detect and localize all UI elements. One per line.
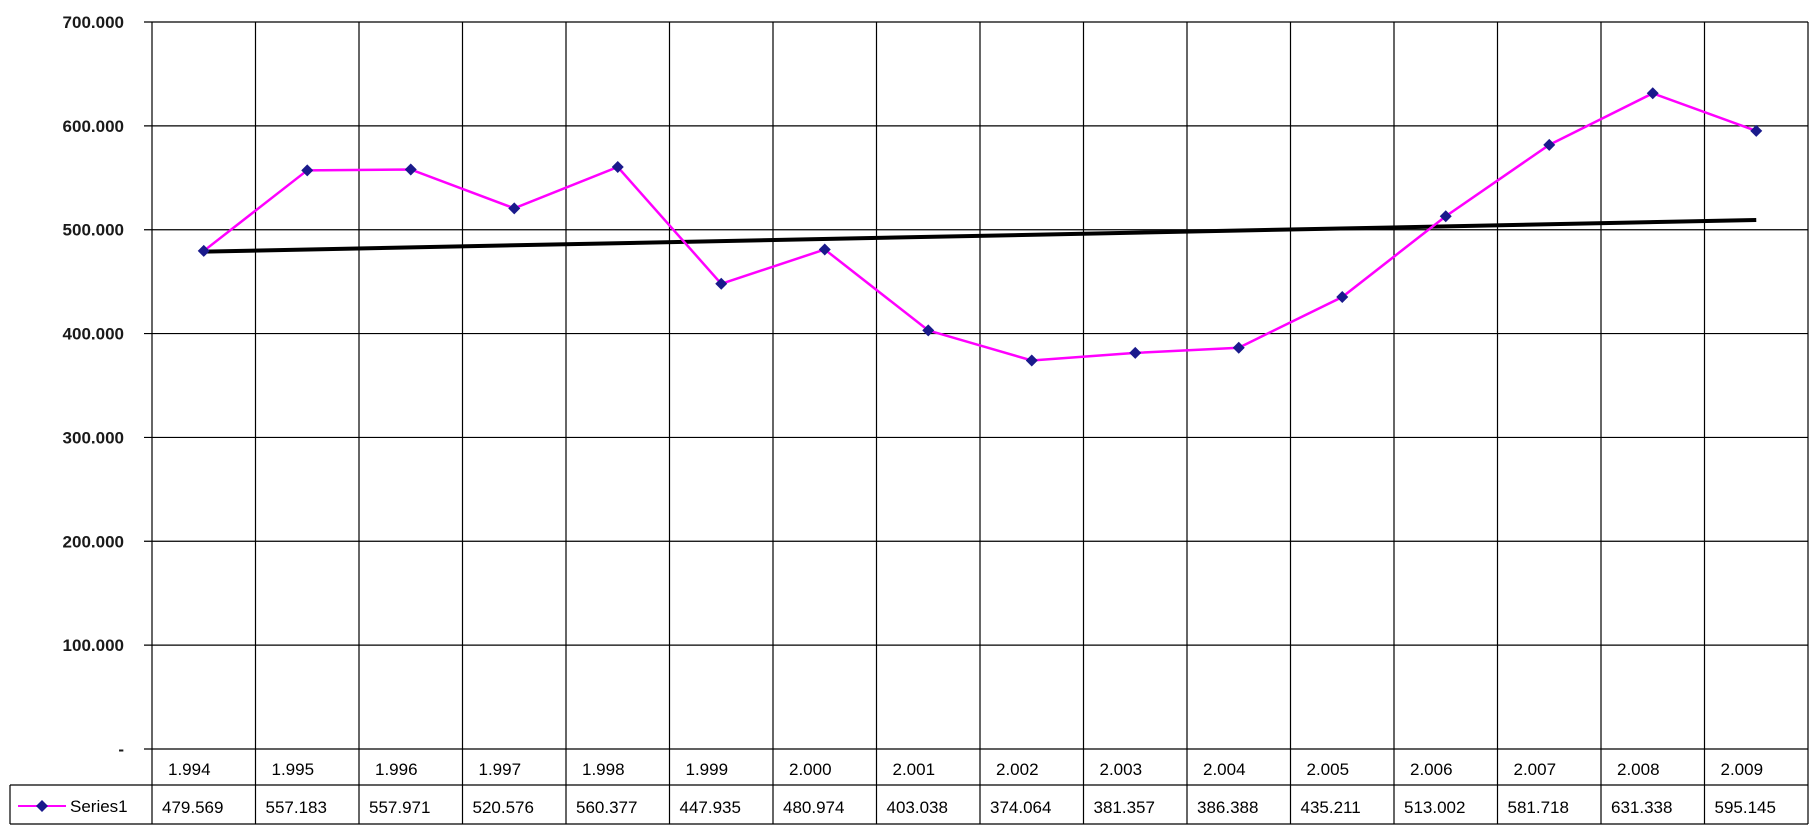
x-tick-label: 2.001 xyxy=(893,760,936,779)
table-value-cell: 479.569 xyxy=(162,798,223,817)
table-value-cell: 374.064 xyxy=(990,798,1051,817)
table-value-cell: 557.183 xyxy=(266,798,327,817)
series-line xyxy=(202,91,1757,362)
data-point xyxy=(922,324,935,337)
series-1 xyxy=(197,87,1763,367)
legend-diamond-marker xyxy=(36,800,48,812)
data-point xyxy=(197,244,210,257)
data-point xyxy=(1646,87,1659,100)
data-point xyxy=(508,202,521,215)
y-tick-label: 200.000 xyxy=(63,532,124,551)
data-point xyxy=(301,164,314,177)
y-tick-label: 400.000 xyxy=(63,325,124,344)
x-axis-tick-labels: 1.994 1.995 1.996 1.997 1.998 1.999 2.000 2.001… xyxy=(168,760,1763,779)
x-tick-label: 2.004 xyxy=(1203,760,1246,779)
x-tick-label: 1.997 xyxy=(479,760,522,779)
x-tick-label: 2.002 xyxy=(996,760,1039,779)
x-tick-label: 2.008 xyxy=(1617,760,1660,779)
x-tick-label: 2.006 xyxy=(1410,760,1453,779)
data-point xyxy=(1232,341,1245,354)
x-tick-label: 1.994 xyxy=(168,760,211,779)
data-point xyxy=(818,243,831,256)
x-tick-label: 2.009 xyxy=(1721,760,1764,779)
data-point xyxy=(611,161,624,174)
data-point xyxy=(1336,291,1349,304)
y-tick-label: 600.000 xyxy=(63,117,124,136)
data-point xyxy=(404,163,417,176)
data-point xyxy=(1129,346,1142,359)
x-tick-label: 1.998 xyxy=(582,760,625,779)
table-value-cell: 581.718 xyxy=(1508,798,1569,817)
table-value-cell: 595.145 xyxy=(1715,798,1776,817)
y-tick-label: 300.000 xyxy=(63,428,124,447)
grid-lines xyxy=(9,21,1809,825)
table-value-cell: 386.388 xyxy=(1197,798,1258,817)
data-point xyxy=(715,277,728,290)
y-tick-label: 500.000 xyxy=(63,221,124,240)
legend-series-name: Series1 xyxy=(70,797,128,816)
table-value-cell: 403.038 xyxy=(887,798,948,817)
y-tick-label: 100.000 xyxy=(63,636,124,655)
y-tick-label: 700.000 xyxy=(63,13,124,32)
data-table: Series1 479.569 557.183 557.971 520.576 560.… xyxy=(18,797,1776,817)
table-value-cell: 381.357 xyxy=(1094,798,1155,817)
data-point xyxy=(1025,354,1038,367)
x-tick-label: 2.003 xyxy=(1100,760,1143,779)
table-value-cell: 560.377 xyxy=(576,798,637,817)
x-tick-label: 2.000 xyxy=(789,760,832,779)
y-tick-label: - xyxy=(118,740,124,759)
table-value-cell: 435.211 xyxy=(1301,798,1361,817)
table-value-cell: 480.974 xyxy=(783,798,844,817)
table-value-cell: 513.002 xyxy=(1404,798,1465,817)
table-value-cell: 520.576 xyxy=(473,798,534,817)
table-value-cell: 557.971 xyxy=(369,798,430,817)
x-tick-label: 2.005 xyxy=(1307,760,1350,779)
x-tick-label: 1.996 xyxy=(375,760,418,779)
legend-key: Series1 xyxy=(18,797,128,816)
table-value-cell: 631.338 xyxy=(1611,798,1672,817)
data-point xyxy=(1543,138,1556,151)
data-point xyxy=(1750,124,1763,137)
x-tick-label: 1.995 xyxy=(272,760,315,779)
trendline xyxy=(203,218,1757,254)
trendline-line xyxy=(203,218,1757,254)
table-value-cell: 447.935 xyxy=(680,798,741,817)
y-axis-tick-labels: - 100.000 200.000 300.000 400.000 500.000 600.… xyxy=(63,13,124,759)
data-point xyxy=(1439,210,1452,223)
x-tick-label: 2.007 xyxy=(1514,760,1557,779)
x-tick-label: 1.999 xyxy=(686,760,729,779)
